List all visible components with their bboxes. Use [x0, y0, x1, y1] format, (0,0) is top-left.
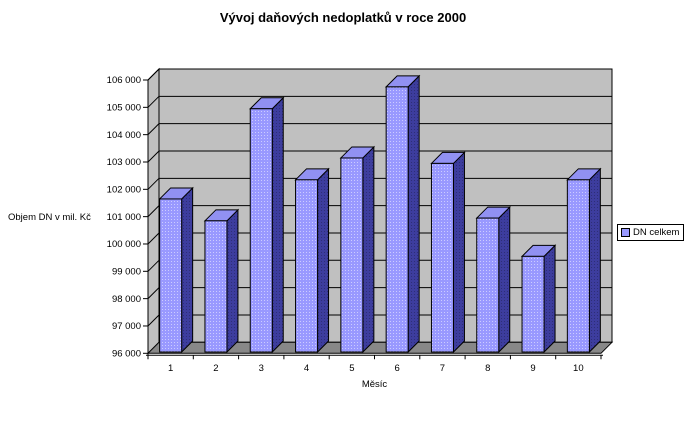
bar-front-face — [476, 217, 500, 353]
bar — [384, 74, 421, 354]
bar-front-face — [521, 255, 545, 353]
bar-side-face — [543, 244, 556, 354]
y-tick-label: 100 000 — [107, 239, 141, 250]
y-tick-label: 102 000 — [107, 185, 141, 196]
bar — [339, 145, 376, 354]
chart-title: Vývoj daňových nedoplatků v roce 2000 — [219, 10, 467, 25]
x-category-label: 8 — [485, 363, 490, 374]
y-tick-label: 101 000 — [107, 212, 141, 223]
x-category-label: 1 — [168, 363, 173, 374]
bar-side-face — [498, 205, 511, 354]
bar-front-face — [566, 179, 590, 353]
bar-front-face — [204, 220, 228, 353]
gridline-side — [147, 232, 160, 245]
x-category-label: 3 — [259, 363, 264, 374]
bar-side-face — [226, 208, 239, 354]
bar — [294, 167, 330, 354]
bar-side-face — [181, 186, 194, 354]
bar-front-face — [340, 157, 364, 353]
y-axis-title: Objem DN v mil. Kč — [8, 212, 91, 223]
y-tick-label: 104 000 — [107, 130, 141, 141]
bar — [520, 244, 557, 354]
gridline-side — [147, 95, 160, 108]
x-category-label: 9 — [530, 363, 535, 374]
x-category-label: 4 — [304, 363, 309, 374]
y-tick-label: 105 000 — [107, 103, 141, 114]
gridline-side — [147, 68, 160, 81]
legend-series-label: DN celkem — [633, 227, 680, 238]
gridline-side — [147, 314, 160, 327]
y-tick-label: 98 000 — [112, 294, 141, 305]
y-tick-label: 97 000 — [112, 321, 141, 332]
x-category-label: 2 — [213, 363, 218, 374]
bar — [158, 186, 194, 354]
y-tick-label: 106 000 — [107, 75, 141, 86]
x-axis-title: Měsíc — [361, 379, 388, 390]
y-tick-label: 103 000 — [107, 157, 141, 168]
bar-front-face — [249, 108, 273, 353]
bar-side-face — [588, 167, 601, 354]
gridline-side — [147, 205, 160, 218]
bar — [203, 208, 240, 354]
bar-front-face — [430, 162, 454, 353]
bar-side-face — [407, 74, 420, 354]
gridline-side — [147, 150, 160, 163]
gridline-side — [147, 123, 160, 136]
x-category-label: 10 — [573, 363, 584, 374]
bar — [475, 205, 511, 354]
bar-side-face — [317, 167, 330, 354]
bar — [430, 151, 466, 354]
bar-side-face — [452, 151, 465, 354]
x-category-label: 6 — [395, 363, 400, 374]
y-tick-label: 99 000 — [112, 267, 141, 278]
y-tick-label: 96 000 — [112, 349, 141, 360]
bar — [566, 167, 602, 354]
bar-side-face — [271, 96, 284, 354]
x-category-label: 7 — [440, 363, 445, 374]
x-category-label: 5 — [349, 363, 354, 374]
legend: DN celkem — [617, 224, 685, 241]
bar-front-face — [295, 179, 319, 353]
bar-front-face — [385, 86, 409, 353]
bar-side-face — [362, 145, 375, 354]
bar-front-face — [159, 198, 183, 353]
legend-series-swatch-icon — [621, 228, 630, 237]
gridline-side — [147, 259, 160, 272]
gridline-side — [147, 287, 160, 299]
gridline-side — [147, 177, 160, 190]
bar — [249, 96, 285, 354]
